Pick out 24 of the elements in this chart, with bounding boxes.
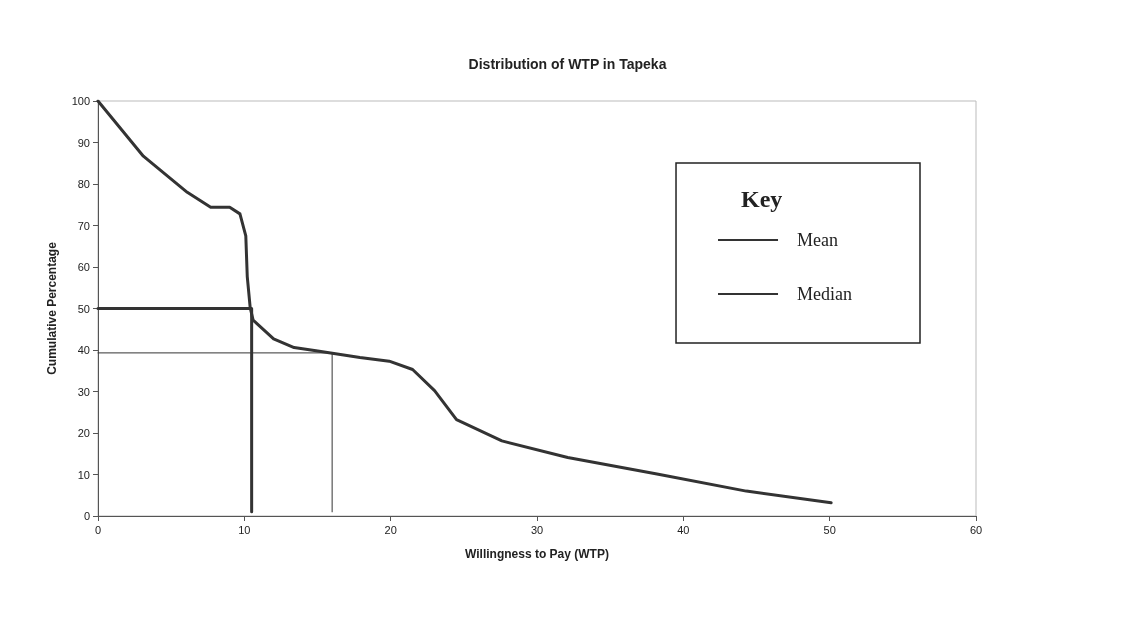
legend-label: Mean: [797, 230, 838, 250]
y-tick-label: 40: [77, 344, 90, 356]
y-tick-label: 10: [77, 468, 90, 481]
x-tick-label: 20: [384, 523, 397, 536]
y-tick-label: 0: [83, 510, 90, 522]
y-tick-label: 100: [71, 95, 90, 107]
x-axis-title: Willingness to Pay (WTP): [465, 547, 609, 561]
y-tick-label: 90: [77, 136, 90, 149]
legend-title: Key: [741, 186, 783, 212]
legend-label: Median: [797, 284, 852, 304]
chart-title: Distribution of WTP in Tapeka: [468, 56, 667, 72]
x-tick-label: 10: [238, 523, 251, 536]
x-tick-label: 50: [823, 523, 836, 536]
x-tick-label: 60: [969, 523, 983, 536]
y-tick-label: 70: [77, 219, 90, 232]
x-tick-label: 0: [94, 523, 102, 536]
y-tick-label: 60: [77, 261, 90, 273]
y-tick-label: 20: [77, 427, 90, 439]
x-tick-label: 30: [530, 523, 544, 536]
y-tick-label: 50: [77, 302, 90, 315]
y-tick-label: 30: [77, 385, 90, 398]
y-tick-label: 80: [77, 178, 90, 190]
x-tick-label: 40: [677, 523, 690, 536]
y-axis-title: Cumulative Percentage: [45, 241, 59, 375]
